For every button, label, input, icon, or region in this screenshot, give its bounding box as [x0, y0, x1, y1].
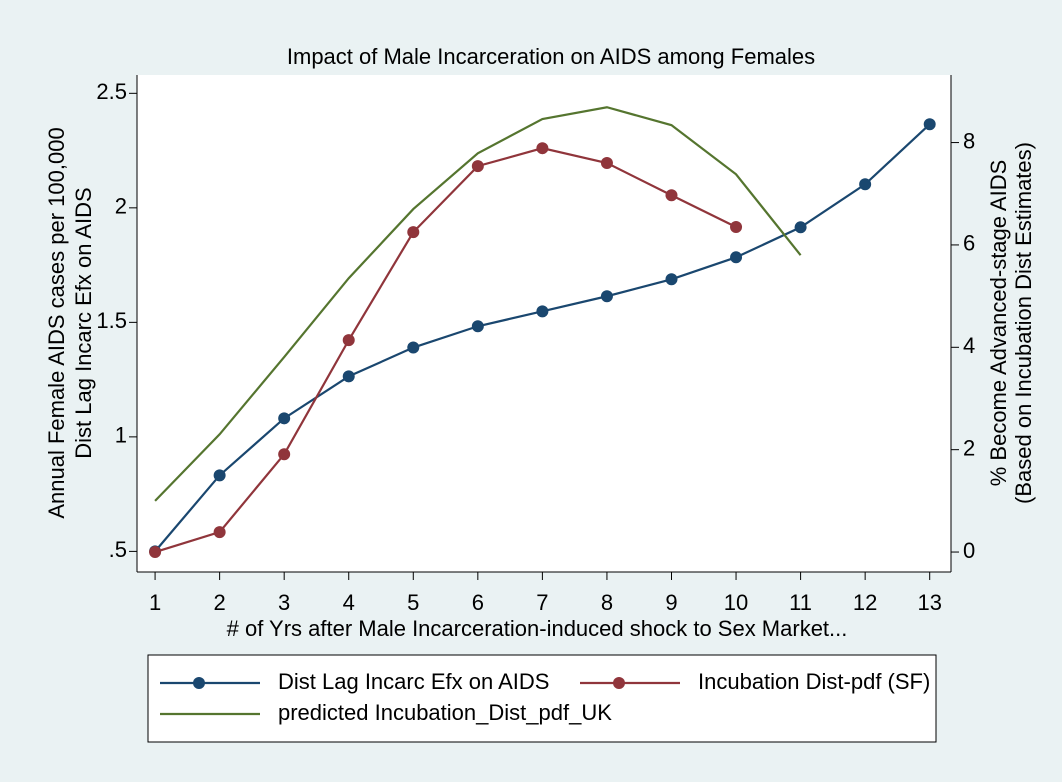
data-point: [471, 320, 484, 333]
y-tick-label: .5: [109, 537, 127, 562]
series-line: [154, 147, 737, 554]
data-point: [278, 412, 291, 425]
x-tick-label: 5: [407, 590, 419, 615]
y-tick-label: 2.5: [96, 79, 127, 104]
legend-marker: [193, 677, 205, 689]
data-point: [600, 157, 613, 170]
data-point: [149, 546, 162, 559]
x-tick-label: 4: [343, 590, 355, 615]
data-point: [342, 334, 355, 347]
data-point: [407, 226, 420, 239]
x-tick-label: 12: [853, 590, 877, 615]
chart-title: Impact of Male Incarceration on AIDS amo…: [287, 44, 815, 69]
y2-tick-label: 6: [963, 231, 975, 256]
data-point: [730, 221, 743, 234]
y-axis-title: Dist Lag Incarc Efx on AIDS: [71, 187, 96, 458]
data-point: [600, 290, 613, 303]
legend-label: predicted Incubation_Dist_pdf_UK: [278, 700, 612, 725]
series-line: [154, 106, 802, 502]
legend-label: Dist Lag Incarc Efx on AIDS: [278, 669, 549, 694]
x-tick-label: 8: [601, 590, 613, 615]
y2-axis-title: (Based on Incubation Dist Estimates): [1011, 142, 1036, 504]
data-point: [923, 118, 936, 131]
y2-axis-title: % Become Advanced-stage AIDS: [986, 160, 1011, 487]
data-point: [794, 221, 807, 234]
data-point: [859, 178, 872, 191]
x-tick-label: 13: [917, 590, 941, 615]
y2-tick-label: 4: [963, 333, 975, 358]
x-axis-title: # of Yrs after Male Incarceration-induce…: [227, 616, 848, 641]
y2-tick-label: 0: [963, 538, 975, 563]
x-tick-label: 2: [214, 590, 226, 615]
data-point: [213, 469, 226, 482]
legend-marker: [613, 677, 625, 689]
data-point: [407, 341, 420, 354]
y-tick-label: 1: [115, 423, 127, 448]
x-tick-label: 11: [789, 590, 812, 615]
data-point: [278, 448, 291, 461]
plot-area: [137, 75, 951, 572]
data-point: [213, 526, 226, 539]
x-tick-label: 10: [724, 590, 748, 615]
x-tick-label: 1: [149, 590, 161, 615]
data-point: [665, 189, 678, 202]
legend: [147, 654, 937, 743]
x-tick-label: 9: [665, 590, 677, 615]
data-point: [536, 305, 549, 318]
x-tick-label: 3: [278, 590, 290, 615]
data-point: [342, 370, 355, 383]
data-point: [536, 142, 549, 155]
y2-tick-label: 8: [963, 128, 975, 153]
y2-tick-label: 2: [963, 435, 975, 460]
data-point: [730, 251, 743, 264]
y-tick-label: 1.5: [96, 308, 127, 333]
legend-label: Incubation Dist-pdf (SF): [698, 669, 930, 694]
data-point: [471, 160, 484, 173]
y-axis-title: Annual Female AIDS cases per 100,000: [44, 127, 69, 518]
data-point: [665, 273, 678, 286]
x-tick-label: 7: [536, 590, 548, 615]
y-tick-label: 2: [115, 194, 127, 219]
x-tick-label: 6: [472, 590, 484, 615]
